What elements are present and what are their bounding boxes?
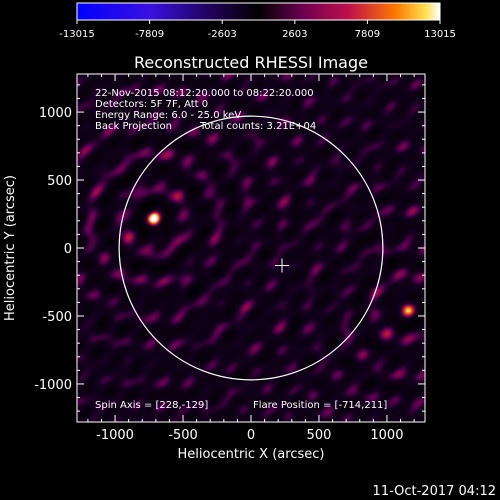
y-tick-label: -500 — [42, 310, 72, 325]
y-tick-label: -1000 — [34, 378, 72, 393]
axis-ticks — [77, 74, 425, 422]
colorbar-tick-label: 13015 — [424, 29, 456, 40]
y-axis-label: Heliocentric Y (arcsec) — [3, 175, 18, 321]
plot-area — [76, 73, 426, 423]
plot-timestamp: 11-Oct-2017 04:12 — [373, 484, 496, 499]
chart-title: Reconstructed RHESSI Image — [134, 53, 368, 72]
total-counts-annotation: Total counts: 3.21E+04 — [199, 121, 316, 132]
colorbar-tick-label: 7809 — [355, 29, 380, 40]
colorbar-tick-label: -2603 — [208, 29, 237, 40]
time-range-annotation: 22-Nov-2015 08:12:20.000 to 08:22:20.000 — [95, 88, 314, 99]
heatmap-image — [77, 74, 425, 422]
spin-axis-annotation: Spin Axis = [228,-129] — [95, 400, 208, 411]
colorbar-tick-label: -7809 — [135, 29, 164, 40]
solar-disk-outline — [118, 115, 384, 381]
colorbar-tick-label: 2603 — [282, 29, 307, 40]
x-tick-label: 1000 — [370, 428, 403, 443]
x-tick-label: -500 — [168, 428, 198, 443]
x-tick-label: -1000 — [96, 428, 134, 443]
spin-axis-marker — [274, 258, 289, 273]
y-tick-labels: 1000 500 0 -500 -1000 — [34, 106, 72, 393]
y-tick-label: 500 — [47, 174, 72, 189]
energy-range-annotation: Energy Range: 6.0 - 25.0 keV — [95, 110, 241, 121]
x-tick-labels: -1000 -500 0 500 1000 — [96, 428, 403, 443]
colorbar-ticks — [76, 20, 441, 24]
x-tick-label: 500 — [307, 428, 332, 443]
detectors-annotation: Detectors: 5F 7F, Att 0 — [95, 99, 208, 110]
flare-position-annotation: Flare Position = [-714,211] — [253, 400, 387, 411]
colorbar-labels: -13015 -7809 -2603 2603 7809 13015 — [59, 29, 456, 40]
method-annotation: Back Projection — [95, 121, 172, 132]
colorbar — [76, 2, 441, 21]
x-axis-label: Heliocentric X (arcsec) — [178, 447, 325, 462]
x-tick-label: 0 — [247, 428, 255, 443]
colorbar-tick-label: -13015 — [59, 29, 94, 40]
y-tick-label: 1000 — [39, 106, 72, 121]
y-tick-label: 0 — [64, 242, 72, 257]
